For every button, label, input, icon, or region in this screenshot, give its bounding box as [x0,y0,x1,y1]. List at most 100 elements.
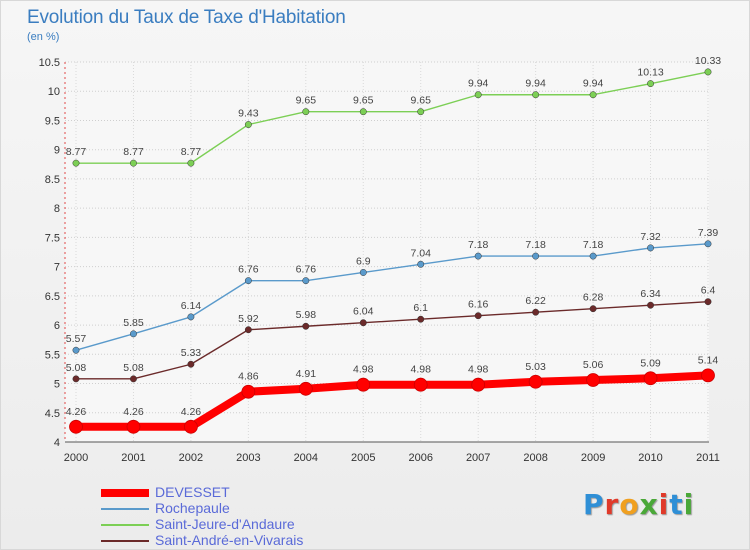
data-label: 7.18 [583,239,604,251]
data-label: 6.22 [525,295,546,307]
x-tick-label: 2005 [351,452,375,464]
data-label: 6.14 [181,300,202,312]
data-point [474,252,482,260]
data-point [72,346,80,354]
series-line [75,71,709,164]
proxiti-logo: Proxiti [583,488,694,521]
x-tick-label: 2004 [294,452,318,464]
data-point [244,277,252,285]
data-point [701,368,715,383]
data-point [704,68,712,76]
data-label: 8.77 [66,146,87,158]
data-label: 4.26 [181,406,202,418]
data-label: 9.94 [468,78,489,90]
data-label: 6.1 [413,302,428,314]
data-point [471,377,486,392]
data-label: 4.26 [123,406,144,418]
data-point [647,301,654,309]
data-point [130,159,137,167]
data-point [704,240,712,248]
chart-subtitle: (en %) [27,31,60,43]
y-tick-label: 6 [54,320,60,332]
y-tick-label: 8 [54,203,60,215]
data-point [126,419,141,434]
y-tick-label: 8.5 [45,174,60,186]
x-tick-label: 2011 [696,452,720,464]
data-point [474,312,482,320]
data-point [647,80,654,88]
chart-title: Evolution du Taux de Taxe d'Habitation [27,7,346,28]
data-label: 6.76 [296,264,317,276]
data-point [647,244,654,252]
data-label: 4.86 [238,371,259,383]
data-point [413,377,428,392]
data-label: 10.33 [695,55,721,67]
y-tick-label: 5.5 [45,349,60,361]
data-label: 8.77 [181,146,202,158]
data-label: 6.4 [701,285,716,297]
logo-letter: x [639,488,659,521]
data-label: 9.94 [583,78,604,90]
x-tick-label: 2007 [466,452,490,464]
logo-letter: i [683,488,695,521]
data-label: 4.91 [296,368,317,380]
data-label: 4.98 [353,364,374,376]
data-point [528,374,543,389]
legend-swatch [101,540,149,542]
data-point [130,330,137,338]
y-tick-label: 7 [54,262,60,274]
y-tick-label: 10 [48,86,60,98]
data-label: 4.98 [411,364,432,376]
y-tick-label: 4 [54,437,60,449]
data-label: 5.92 [238,313,259,325]
y-tick-label: 6.5 [45,291,60,303]
data-label: 9.94 [525,78,546,90]
series-line [72,371,712,431]
data-label: 8.77 [123,146,144,158]
legend-label: Saint-André-en-Vivarais [155,532,304,548]
x-tick-label: 2006 [408,452,432,464]
data-point [474,91,482,99]
data-label: 7.18 [468,239,489,251]
series-line [75,243,709,351]
x-tick-label: 2002 [179,452,203,464]
data-labels: 8.77 8.77 8.77 9.43 9.65 9.65 9.65 9.94 9.94 9.94… [66,55,722,418]
y-tick-label: 4.5 [45,408,60,420]
data-label: 4.26 [66,406,87,418]
data-label: 7.18 [525,239,546,251]
data-point [532,252,540,260]
data-point [244,326,252,334]
data-point [589,91,597,99]
data-point [187,159,195,167]
data-label: 5.08 [123,362,144,374]
data-point [72,375,80,383]
data-point [589,305,597,313]
data-label: 7.32 [640,231,661,243]
data-label: 6.9 [356,255,371,267]
data-point [417,108,425,116]
legend-swatch [101,489,149,497]
series-lines [69,68,715,434]
x-tick-label: 2001 [121,452,145,464]
logo-letter: P [583,488,605,521]
data-label: 9.65 [411,95,432,107]
data-point [187,313,195,321]
data-point [187,360,195,368]
data-point [244,121,252,129]
data-point [359,269,367,276]
data-label: 5.85 [123,317,144,329]
data-label: 9.65 [353,95,374,107]
data-label: 9.43 [238,108,259,120]
y-tick-label: 7.5 [45,232,60,244]
data-label: 5.33 [181,347,202,359]
data-label: 7.04 [411,247,432,259]
data-point [589,252,597,260]
data-point [532,308,540,316]
logo-letter: t [669,488,684,521]
y-tick-label: 9.5 [45,115,60,127]
x-tick-label: 2008 [523,452,547,464]
data-label: 4.98 [468,364,489,376]
data-label: 6.04 [353,306,374,318]
data-point [69,419,83,434]
logo-letter: i [658,488,670,521]
